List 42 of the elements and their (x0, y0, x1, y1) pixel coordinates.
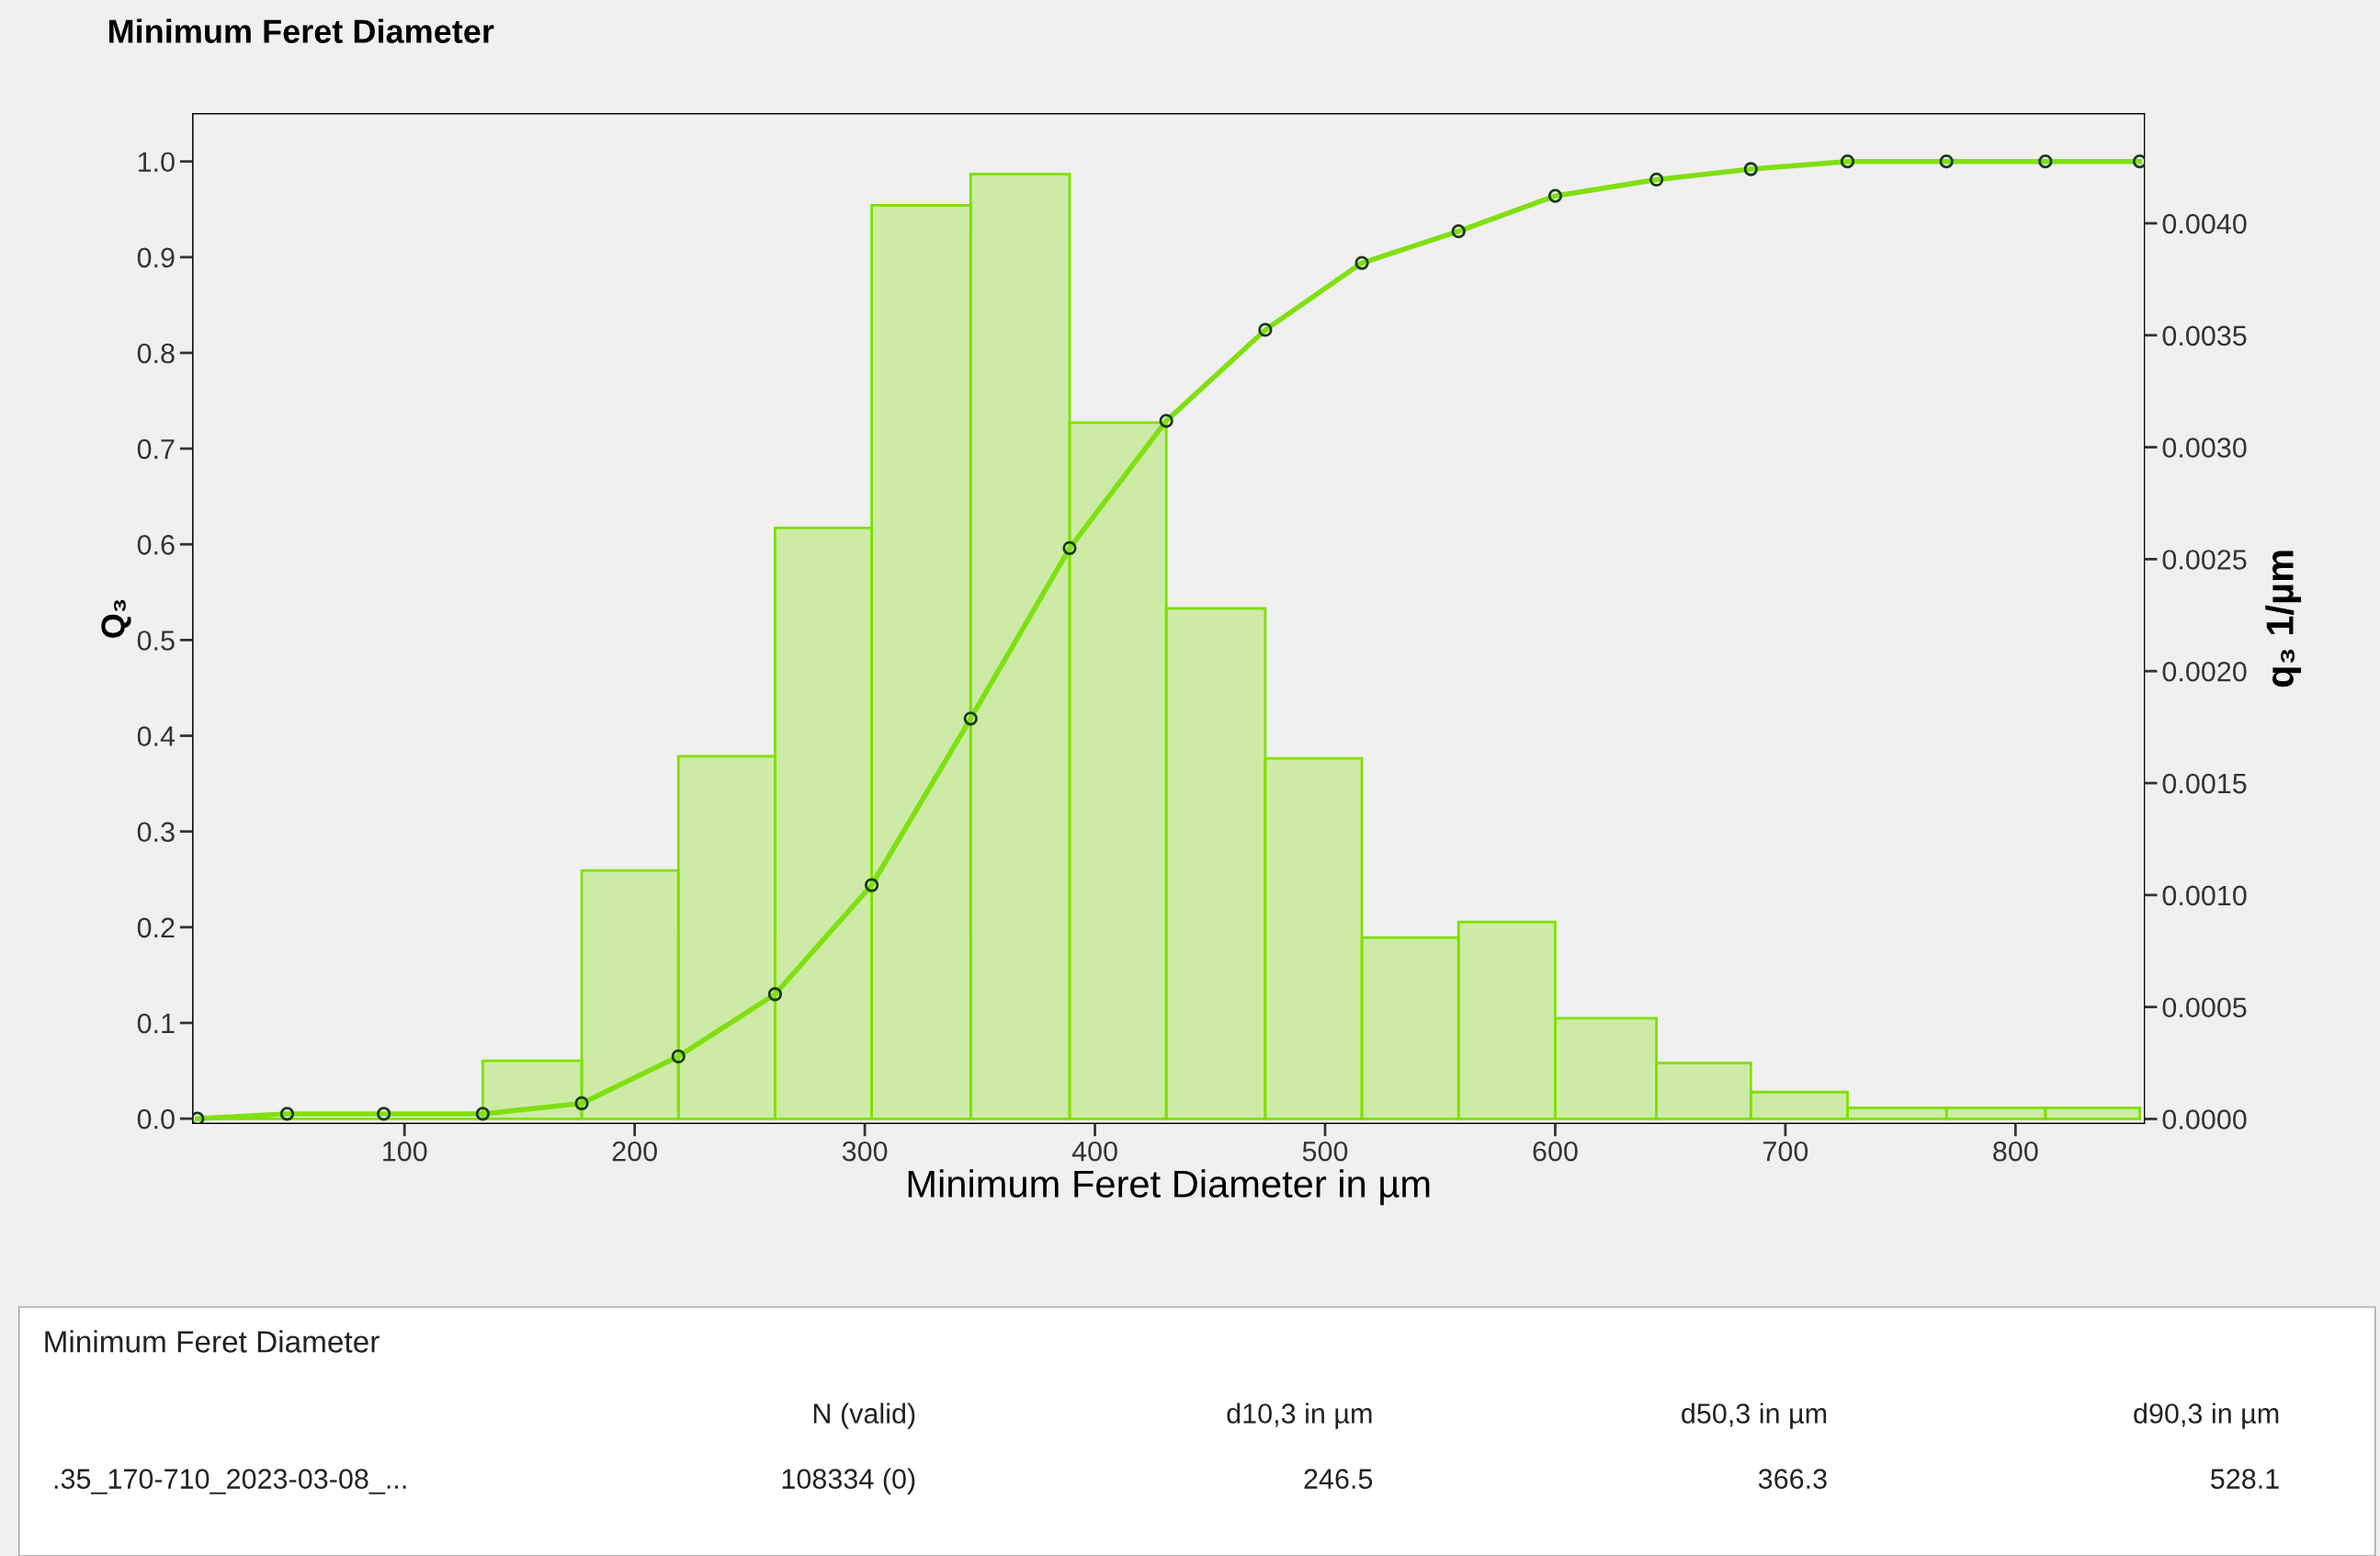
x-tick-label: 400 (1071, 1141, 1117, 1162)
y-tick-label: 0.7 (137, 438, 175, 460)
text: 108334 (0) (782, 1468, 915, 1494)
y-tick-label: 0.2 (137, 917, 175, 938)
y-tick-label: 0.5 (137, 630, 175, 651)
y-tick-label: 0.6 (137, 534, 175, 555)
x-tick-label: 300 (842, 1141, 888, 1162)
text: d50,3 in µm (1682, 1403, 1827, 1429)
x-tick-label: 800 (1993, 1141, 2038, 1162)
y-tick-label: 0.1 (137, 1013, 175, 1034)
y2-tick-label: 0.0000 (2162, 1109, 2247, 1130)
y2-tick-label: 0.0040 (2162, 213, 2247, 234)
y2-tick-label: 0.0005 (2162, 997, 2247, 1018)
y-axis-title: Q₃ (101, 599, 131, 638)
y2-tick-label: 0.0030 (2162, 437, 2247, 458)
y2-tick-label: 0.0025 (2162, 550, 2247, 570)
chart-title: Minimum Feret Diameter (108, 18, 494, 43)
x-tick-label: 600 (1533, 1141, 1578, 1162)
y-tick-label: 0.4 (137, 726, 176, 746)
y2-axis-title: q₃ 1/µm (2265, 551, 2302, 687)
y-tick-label: 1.0 (138, 152, 175, 173)
y-tick-label: 0.0 (137, 1108, 175, 1130)
text: N (valid) (813, 1403, 915, 1429)
text: 246.5 (1304, 1469, 1373, 1489)
text: .35_170-710_2023-03-08_... (54, 1469, 406, 1494)
x-tick-label: 500 (1302, 1141, 1348, 1162)
x-tick-label: 100 (383, 1141, 427, 1162)
y2-tick-label: 0.0010 (2162, 885, 2247, 906)
y2-tick-label: 0.0015 (2162, 773, 2247, 794)
x-tick-label: 700 (1762, 1141, 1808, 1162)
x-axis-title: Minimum Feret Diameter in µm (908, 1169, 1430, 1206)
y-tick-label: 0.9 (137, 247, 175, 268)
text: d10,3 in µm (1227, 1403, 1372, 1429)
x-tick-label: 200 (612, 1141, 657, 1162)
y2-tick-label: 0.0020 (2162, 661, 2247, 682)
text: 366.3 (1758, 1469, 1827, 1489)
text: 528.1 (2210, 1469, 2279, 1489)
y2-tick-label: 0.0035 (2162, 325, 2247, 346)
text: Minimum Feret Diameter (45, 1330, 380, 1353)
y-tick-label: 0.8 (137, 343, 175, 364)
text: d90,3 in µm (2134, 1403, 2279, 1429)
y-tick-label: 0.3 (137, 822, 175, 843)
